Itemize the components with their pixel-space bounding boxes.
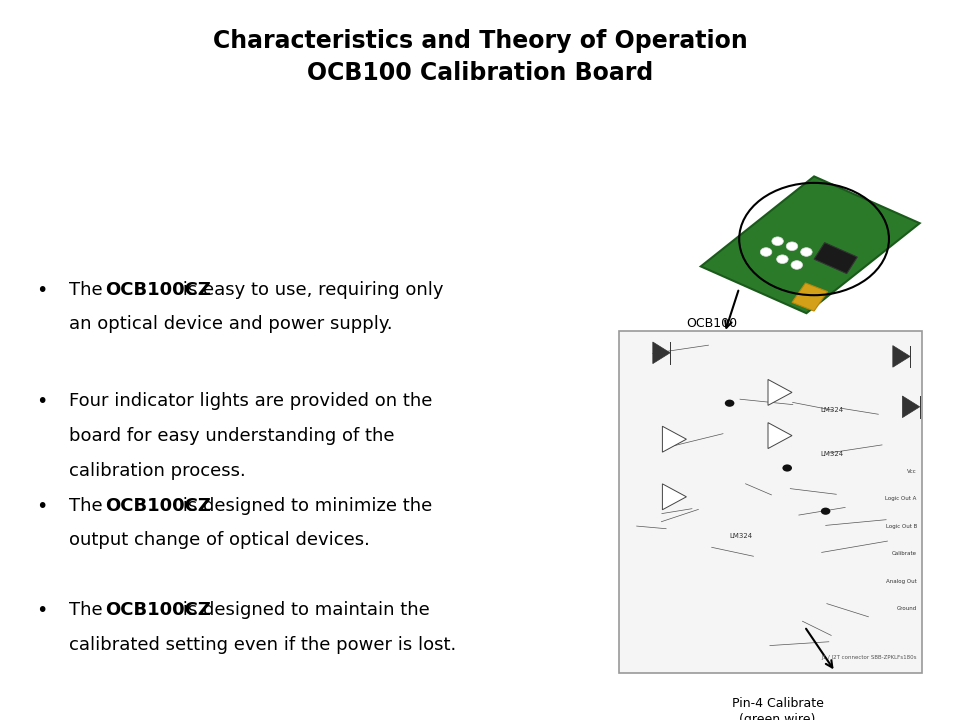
Text: LM324: LM324 (821, 408, 844, 413)
Text: •: • (36, 497, 48, 516)
Polygon shape (768, 423, 792, 449)
Text: J1 / J2T connector SBB-ZPKLFs180s: J1 / J2T connector SBB-ZPKLFs180s (822, 655, 917, 660)
Text: is designed to minimize the: is designed to minimize the (178, 497, 433, 515)
Circle shape (786, 242, 798, 251)
Circle shape (760, 248, 772, 256)
Circle shape (777, 255, 788, 264)
Circle shape (801, 248, 812, 256)
Text: The: The (69, 497, 108, 515)
Text: LM324: LM324 (730, 534, 753, 539)
Circle shape (772, 237, 783, 246)
Polygon shape (893, 346, 910, 367)
Circle shape (791, 261, 803, 269)
Circle shape (725, 400, 734, 407)
Text: Logic Out A: Logic Out A (885, 497, 917, 501)
Text: OCB100CZ: OCB100CZ (106, 497, 211, 515)
Text: Characteristics and Theory of Operation
OCB100 Calibration Board: Characteristics and Theory of Operation … (212, 29, 748, 86)
Polygon shape (768, 379, 792, 405)
Text: Ground: Ground (897, 606, 917, 611)
Text: board for easy understanding of the: board for easy understanding of the (69, 427, 395, 445)
Text: calibrated setting even if the power is lost.: calibrated setting even if the power is … (69, 636, 456, 654)
Polygon shape (653, 342, 670, 364)
Polygon shape (662, 426, 686, 452)
Text: is easy to use, requiring only: is easy to use, requiring only (178, 281, 444, 299)
Text: OCB100: OCB100 (686, 317, 737, 330)
Text: calibration process.: calibration process. (69, 462, 246, 480)
Polygon shape (662, 484, 686, 510)
Text: is designed to maintain the: is designed to maintain the (178, 601, 430, 619)
Text: an optical device and power supply.: an optical device and power supply. (69, 315, 393, 333)
Text: output change of optical devices.: output change of optical devices. (69, 531, 370, 549)
Text: OCB100CZ: OCB100CZ (106, 601, 211, 619)
Text: •: • (36, 392, 48, 411)
Text: OCB100CZ: OCB100CZ (106, 281, 211, 299)
Text: Calibrate: Calibrate (892, 552, 917, 556)
Text: Analog Out: Analog Out (886, 579, 917, 583)
Polygon shape (701, 176, 920, 313)
Polygon shape (814, 243, 857, 274)
Circle shape (782, 464, 792, 472)
Bar (619, 331, 922, 673)
Text: Four indicator lights are provided on the: Four indicator lights are provided on th… (69, 392, 433, 410)
Text: •: • (36, 601, 48, 620)
Text: The: The (69, 281, 108, 299)
Text: Logic Out B: Logic Out B (885, 524, 917, 528)
Text: The: The (69, 601, 108, 619)
Circle shape (821, 508, 830, 515)
Text: Pin-4 Calibrate
(green wire): Pin-4 Calibrate (green wire) (732, 697, 824, 720)
Polygon shape (792, 283, 828, 311)
Text: Vcc: Vcc (907, 469, 917, 474)
Text: •: • (36, 281, 48, 300)
Polygon shape (902, 396, 920, 418)
Text: LM324: LM324 (821, 451, 844, 456)
